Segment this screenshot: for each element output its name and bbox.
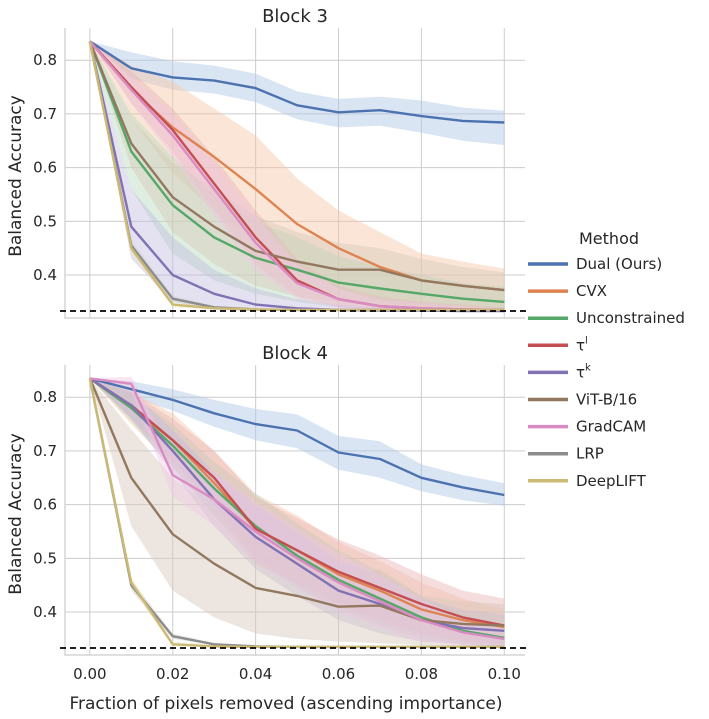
band-cvx-block-3 <box>89 41 505 310</box>
y-tick-label-block-4: 0.5 <box>33 549 57 567</box>
legend-label-lrp: LRP <box>576 445 604 463</box>
x-tick-label: 0.06 <box>322 665 355 683</box>
legend-label-dual-ours: Dual (Ours) <box>576 255 662 273</box>
legend-label-deeplift: DeepLIFT <box>576 472 647 490</box>
line-deeplift-block-4 <box>88 378 505 649</box>
y-tick-label-block-3: 0.7 <box>33 105 57 123</box>
legend-label-l: τl <box>576 335 588 354</box>
band-unconstrained-block-4 <box>89 378 505 647</box>
axes-spine-block-4 <box>64 365 525 656</box>
line-k-block-4 <box>89 377 505 632</box>
legend: Method Dual (Ours) CVX Unconstrained τl τk Vi… <box>528 229 685 490</box>
band-dual-ours-block-3 <box>89 41 505 146</box>
line-vit-b-16-block-3 <box>88 40 505 292</box>
x-tick-label: 0.08 <box>405 665 438 683</box>
legend-label-unconstrained: Unconstrained <box>576 309 685 327</box>
line-unconstrained-block-3 <box>88 40 505 304</box>
y-tick-label-block-3: 0.5 <box>33 212 57 230</box>
y-tick-label-block-3: 0.4 <box>33 266 57 284</box>
y-tick-label-block-4: 0.4 <box>33 603 57 621</box>
legend-title: Method <box>579 229 639 248</box>
y-tick-label-block-4: 0.6 <box>33 496 57 514</box>
band-dual-ours-block-4 <box>89 378 505 506</box>
line-deeplift-block-3 <box>88 41 505 312</box>
panel-title-block-4: Block 4 <box>262 343 328 364</box>
x-tick-label: 0.10 <box>488 665 521 683</box>
panel-block-3: Block 3 0.4 0.5 0.6 0.7 0.8 <box>33 6 530 319</box>
band-cvx-block-4 <box>89 378 505 645</box>
x-axis-label: Fraction of pixels removed (ascending im… <box>69 694 502 714</box>
legend-label-superscript: k <box>585 362 591 373</box>
line-dual-ours-block-3 <box>89 40 505 124</box>
band-vit-b-16-block-4 <box>89 378 505 647</box>
band-l-block-4 <box>89 378 505 645</box>
x-tick-label: 0.02 <box>156 665 189 683</box>
y-tick-label-block-4: 0.8 <box>33 388 57 406</box>
legend-label-k: τk <box>576 362 591 381</box>
panel-title-block-3: Block 3 <box>262 6 328 27</box>
legend-label-cvx: CVX <box>576 282 607 300</box>
line-vit-b-16-block-4 <box>88 377 505 627</box>
line-l-block-4 <box>89 377 505 627</box>
y-tick-label-block-3: 0.6 <box>33 159 57 177</box>
line-dual-ours-block-4 <box>89 377 505 497</box>
line-gradcam-block-4 <box>89 377 505 641</box>
x-tick-label: 0.04 <box>239 665 272 683</box>
legend-label-gradcam: GradCAM <box>576 418 646 436</box>
x-tick-label: 0.00 <box>73 665 106 683</box>
axes-spine-block-3 <box>64 28 525 319</box>
band-vit-b-16-block-3 <box>89 41 505 310</box>
y-tick-label-block-4: 0.7 <box>33 442 57 460</box>
legend-label-vit-b-16: ViT-B/16 <box>576 391 637 409</box>
band-unconstrained-block-3 <box>89 41 505 310</box>
legend-label-superscript: l <box>585 335 588 346</box>
y-axis-label-block-3: Balanced Accuracy <box>6 95 26 257</box>
panel-block-4: Block 4 0.4 0.5 0.6 0.7 0.8 0.00 0.02 0.04 0.06 0… <box>33 343 530 683</box>
line-gradcam-block-3 <box>88 40 505 312</box>
y-tick-label-block-3: 0.8 <box>33 51 57 69</box>
y-axis-label-block-4: Balanced Accuracy <box>6 433 26 595</box>
